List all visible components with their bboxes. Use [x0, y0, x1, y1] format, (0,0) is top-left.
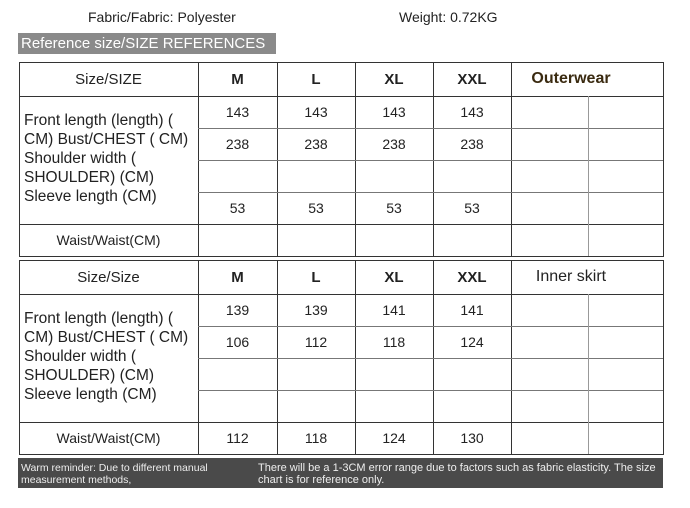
value-cell: 118 [304, 430, 328, 446]
column-line [511, 62, 512, 256]
value-cell: 53 [229, 200, 246, 216]
value-cell: 124 [382, 430, 406, 446]
column-line [198, 260, 199, 454]
fabric: Fabric/Fabric: Polyester [88, 9, 236, 25]
column-line [355, 62, 356, 256]
column-line [433, 62, 434, 256]
value-cell: 106 [225, 334, 250, 350]
value-cell: 143 [382, 104, 406, 120]
row-line [19, 294, 663, 295]
value-cell: 53 [464, 200, 480, 216]
row-label: Front length (length) ( CM) Bust/CHEST (… [24, 310, 189, 403]
row-line [198, 128, 663, 129]
value-cell: 124 [460, 334, 484, 350]
value-cell: 141 [382, 302, 406, 318]
value-cell: 141 [460, 302, 484, 318]
column-line [433, 260, 434, 454]
footer-right: There will be a 1-3CM error range due to… [258, 462, 663, 486]
header-cell: XL [384, 268, 404, 286]
value-cell: 143 [225, 104, 250, 120]
value-cell: 130 [460, 430, 484, 446]
value-cell: 139 [225, 302, 250, 318]
header-cell: XXL [457, 268, 487, 286]
value-cell: 238 [460, 136, 484, 152]
header-cell: L [311, 70, 321, 88]
table-border [19, 260, 663, 261]
value-cell: 53 [308, 200, 324, 216]
header-cell: XL [384, 70, 404, 88]
row-line [198, 160, 663, 161]
column-line [588, 294, 589, 454]
reference-bar: Reference size/SIZE REFERENCES [18, 33, 276, 54]
row-line [19, 422, 663, 423]
column-line [19, 260, 20, 454]
value-cell: 139 [304, 302, 328, 318]
row-line [198, 390, 663, 391]
column-line [355, 260, 356, 454]
column-line [663, 62, 664, 256]
column-line [277, 62, 278, 256]
footer-left: Warm reminder: Due to different manual m… [21, 462, 208, 486]
value-cell: 238 [225, 136, 250, 152]
footer-right-text: There will be a 1-3CM error range due to… [258, 462, 656, 486]
header-cell: Inner skirt [535, 268, 607, 285]
header-cell: M [231, 70, 244, 88]
column-line [19, 62, 20, 256]
row-line [198, 192, 663, 193]
value-cell: 238 [382, 136, 406, 152]
column-line [588, 96, 589, 256]
header-cell: Size/Size [77, 268, 140, 286]
row-line [19, 224, 663, 225]
header-cell: Size/SIZE [75, 70, 142, 88]
value-cell: 112 [226, 430, 249, 446]
row-line [198, 326, 663, 327]
column-line [511, 260, 512, 454]
row-line [19, 96, 663, 97]
value-cell: 118 [382, 334, 406, 350]
table-border [19, 454, 664, 455]
header-cell: L [311, 268, 321, 286]
footer-bar: Warm reminder: Due to different manual m… [18, 458, 663, 488]
row-line [198, 358, 663, 359]
row-label: Front length (length) ( CM) Bust/CHEST (… [24, 112, 189, 205]
value-cell: 238 [304, 136, 328, 152]
value-cell: 112 [304, 334, 328, 350]
table-border [19, 256, 664, 257]
header-cell: Outerwear [531, 70, 611, 87]
value-cell: 143 [304, 104, 328, 120]
header-cell: XXL [457, 70, 487, 88]
header-cell: M [231, 268, 244, 286]
column-line [277, 260, 278, 454]
weight: Weight: 0.72KG [399, 9, 498, 25]
table-border [19, 62, 663, 63]
column-line [663, 260, 664, 454]
waist-label: Waist/Waist(CM) [56, 232, 161, 248]
waist-label: Waist/Waist(CM) [56, 430, 161, 446]
column-line [198, 62, 199, 256]
value-cell: 53 [386, 200, 402, 216]
value-cell: 143 [460, 104, 484, 120]
